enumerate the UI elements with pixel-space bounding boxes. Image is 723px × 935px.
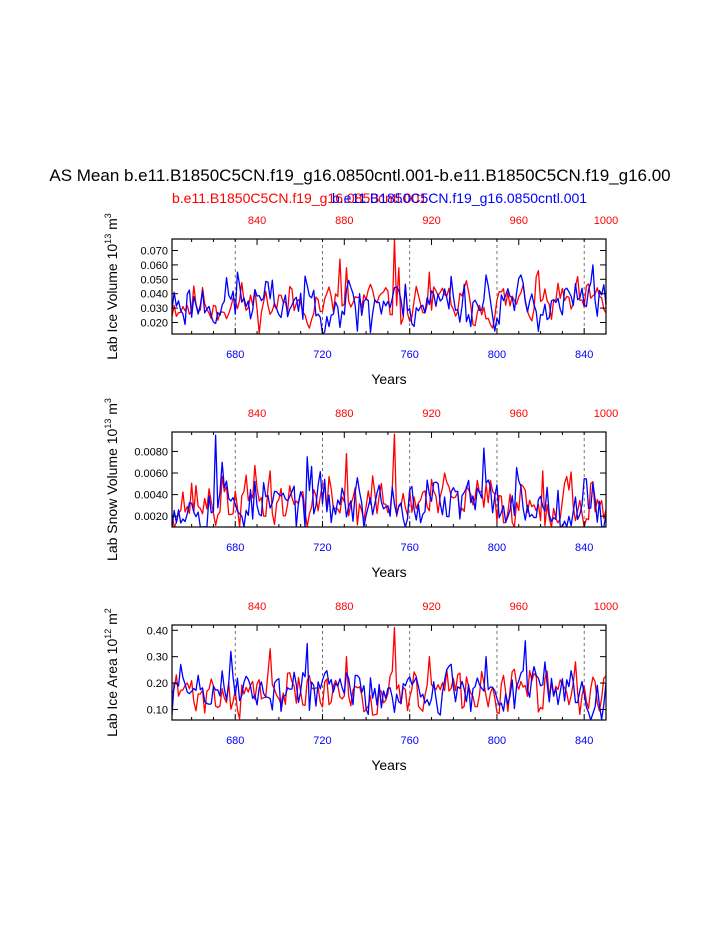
x-tick-label-top: 880 bbox=[335, 215, 353, 227]
x-tick-label-bottom: 760 bbox=[401, 735, 419, 747]
figure-title: AS Mean b.e11.B1850C5CN.f19_g16.0850cntl… bbox=[49, 166, 670, 185]
x-tick-label-top: 960 bbox=[510, 408, 528, 420]
plot-frame bbox=[171, 238, 607, 335]
x-tick-label-top: 1000 bbox=[594, 601, 618, 613]
x-tick-label-top: 880 bbox=[335, 601, 353, 613]
x-tick-label-top: 920 bbox=[422, 601, 440, 613]
panel-lab-ice-volume: 680 720 760 800 840 840 880 920 960 1000 0.020 0.03… bbox=[103, 213, 618, 387]
legend-red-case: b.e11.B1850C5CN.f19_g16.0850cntl.001 bbox=[172, 190, 427, 206]
x-axis-label: Years bbox=[371, 757, 406, 773]
y-tick-label: 0.050 bbox=[140, 274, 168, 286]
x-tick-label-top: 840 bbox=[248, 215, 266, 227]
x-tick-label-top: 1000 bbox=[594, 215, 618, 227]
x-tick-label-bottom: 760 bbox=[401, 542, 419, 554]
y-tick-label: 0.20 bbox=[147, 678, 168, 690]
y-tick-label: 0.040 bbox=[140, 289, 168, 301]
y-tick-label: 0.070 bbox=[140, 246, 168, 258]
x-tick-label-bottom: 840 bbox=[575, 735, 593, 747]
y-tick-label: 0.0020 bbox=[134, 511, 168, 523]
x-tick-label-bottom: 840 bbox=[575, 542, 593, 554]
panel-lab-snow-volume: 680 720 760 800 840 840 880 920 960 1000 0.0020 0.0… bbox=[103, 398, 618, 580]
x-tick-label-bottom: 840 bbox=[575, 349, 593, 361]
x-tick-label-bottom: 680 bbox=[226, 349, 244, 361]
x-tick-label-top: 840 bbox=[248, 601, 266, 613]
y-tick-label: 0.020 bbox=[140, 317, 168, 329]
x-tick-label-top: 960 bbox=[510, 215, 528, 227]
series-line-red bbox=[172, 626, 606, 720]
y-tick-label: 0.30 bbox=[147, 652, 168, 664]
plot-frame bbox=[171, 431, 607, 528]
x-tick-label-top: 880 bbox=[335, 408, 353, 420]
x-tick-label-bottom: 680 bbox=[226, 735, 244, 747]
y-axis-label: Lab Ice Area 1012 m2 bbox=[103, 608, 120, 737]
x-tick-label-bottom: 800 bbox=[488, 542, 506, 554]
panel-lab-ice-area: 680 720 760 800 840 840 880 920 960 1000 0.10 0.20 0… bbox=[103, 601, 618, 773]
y-axis-label: Lab Snow Volume 1013 m3 bbox=[103, 398, 120, 561]
series-line-blue bbox=[172, 640, 606, 720]
y-tick-label: 0.40 bbox=[147, 625, 168, 637]
x-tick-label-bottom: 720 bbox=[313, 735, 331, 747]
x-tick-label-top: 920 bbox=[422, 215, 440, 227]
x-axis-label: Years bbox=[371, 564, 406, 580]
legend-blue-case: b.e11.B1850C5CN.f19_g16.0850cntl.001 bbox=[332, 190, 587, 206]
y-tick-label: 0.030 bbox=[140, 303, 168, 315]
x-tick-label-bottom: 800 bbox=[488, 349, 506, 361]
x-tick-label-top: 960 bbox=[510, 601, 528, 613]
y-tick-label: 0.10 bbox=[147, 704, 168, 716]
series-line-blue bbox=[172, 264, 606, 334]
x-tick-label-bottom: 720 bbox=[313, 349, 331, 361]
x-tick-label-bottom: 800 bbox=[488, 735, 506, 747]
series-line-blue bbox=[172, 434, 606, 527]
x-tick-label-bottom: 720 bbox=[313, 542, 331, 554]
x-tick-label-top: 840 bbox=[248, 408, 266, 420]
x-tick-label-top: 920 bbox=[422, 408, 440, 420]
x-axis-label: Years bbox=[371, 371, 406, 387]
y-tick-label: 0.0080 bbox=[134, 446, 168, 458]
y-tick-label: 0.0060 bbox=[134, 468, 168, 480]
y-tick-label: 0.0040 bbox=[134, 490, 168, 502]
y-axis-label: Lab Ice Volume 1013 m3 bbox=[103, 213, 120, 360]
x-tick-label-bottom: 760 bbox=[401, 349, 419, 361]
x-tick-label-bottom: 680 bbox=[226, 542, 244, 554]
plot-frame bbox=[171, 624, 607, 721]
y-tick-label: 0.060 bbox=[140, 260, 168, 272]
x-tick-label-top: 1000 bbox=[594, 408, 618, 420]
